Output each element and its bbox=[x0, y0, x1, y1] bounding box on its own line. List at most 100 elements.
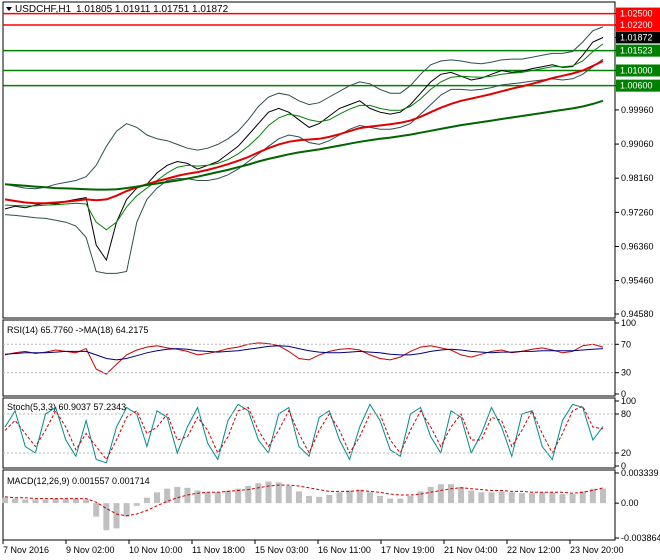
y-tick-label: 100 bbox=[621, 396, 636, 406]
stoch-series bbox=[3, 403, 615, 464]
price-label-text: 1.02200 bbox=[620, 20, 653, 30]
triangle-down-icon[interactable] bbox=[6, 7, 12, 11]
macd-bar bbox=[245, 485, 252, 504]
y-tick-label: 0.00 bbox=[621, 498, 639, 508]
macd-bar bbox=[336, 492, 343, 504]
macd-bar bbox=[417, 491, 424, 504]
rsi-title: RSI(14) 65.7760 ->MA(18) 64.2175 bbox=[7, 325, 148, 335]
time-x-axis: 7 Nov 2016 9 Nov 02:00 10 Nov 10:00 11 Nov … bbox=[2, 540, 624, 555]
price-label-bg bbox=[616, 7, 660, 20]
price-label-text: 1.02500 bbox=[620, 9, 653, 19]
macd-bar bbox=[579, 491, 586, 504]
y-tick-label: 80 bbox=[621, 409, 631, 419]
macd-bar bbox=[83, 499, 90, 504]
rsi-y-axis: 100 70 30 0 bbox=[615, 318, 636, 399]
macd-bar bbox=[346, 490, 353, 504]
macd-bar bbox=[397, 498, 404, 504]
macd-bar bbox=[529, 493, 536, 504]
y-tick-label: 0.99060 bbox=[621, 139, 654, 149]
price-label-bg bbox=[616, 31, 660, 44]
x-tick-label: 16 Nov 11:00 bbox=[318, 545, 371, 555]
stoch-panel-frame bbox=[2, 397, 616, 469]
macd-bar bbox=[508, 492, 515, 504]
y-tick-label: 100 bbox=[621, 318, 636, 328]
macd-bar bbox=[194, 490, 201, 504]
macd-bar bbox=[366, 492, 373, 504]
chart-header: USDCHF,H1 1.01805 1.01911 1.01751 1.0187… bbox=[6, 4, 229, 15]
series-line-ma-red bbox=[4, 60, 604, 205]
macd-panel[interactable]: 0.003339 0.00 -0.003864 MACD(12,26,9) 0.00… bbox=[2, 468, 660, 543]
macd-bar bbox=[265, 481, 272, 504]
macd-bar bbox=[2, 497, 8, 504]
macd-bar bbox=[204, 492, 211, 504]
y-tick-label: 0.97260 bbox=[621, 207, 654, 217]
macd-histogram bbox=[2, 481, 606, 531]
series-line-close bbox=[4, 37, 604, 262]
y-tick-label: 0.96360 bbox=[621, 241, 654, 251]
series-line-bollinger-upper-20 bbox=[4, 26, 604, 190]
macd-bar bbox=[12, 498, 19, 504]
macd-bar bbox=[32, 499, 39, 504]
macd-bar bbox=[42, 499, 49, 504]
macd-bar bbox=[306, 495, 313, 504]
x-tick-label: 7 Nov 2016 bbox=[3, 545, 49, 555]
stoch-panel[interactable]: 100 80 20 0 Stoch(5,3,3) 60.9037 57.2343 bbox=[2, 396, 636, 471]
price-label-text: 1.01523 bbox=[620, 46, 653, 56]
macd-bar bbox=[113, 503, 120, 529]
series-line-signal bbox=[4, 484, 604, 517]
macd-bar bbox=[437, 484, 444, 504]
macd-bar bbox=[488, 492, 495, 504]
x-tick-label: 22 Nov 12:00 bbox=[507, 545, 561, 555]
macd-bar bbox=[387, 498, 394, 504]
symbol-label: USDCHF,H1 bbox=[15, 4, 72, 15]
macd-bar bbox=[235, 488, 242, 504]
macd-title: MACD(12,26,9) 0.001557 0.001714 bbox=[7, 476, 150, 486]
macd-bar bbox=[559, 494, 566, 504]
y-tick-label: -0.003864 bbox=[621, 533, 660, 543]
y-tick-label: 0.94580 bbox=[621, 309, 654, 319]
x-tick-label: 9 Nov 02:00 bbox=[66, 545, 115, 555]
macd-bar bbox=[285, 485, 292, 504]
y-tick-label: 0.98160 bbox=[621, 173, 654, 183]
series-line-ma-slow bbox=[4, 99, 604, 191]
price-panel-frame bbox=[2, 1, 616, 319]
macd-bar bbox=[326, 495, 333, 504]
macd-bar bbox=[62, 498, 69, 504]
rsi-panel-frame bbox=[2, 319, 616, 397]
x-tick-label: 11 Nov 18:00 bbox=[192, 545, 245, 555]
y-tick-label: 0.99960 bbox=[621, 105, 654, 115]
ohlc-values: 1.01805 1.01911 1.01751 1.01872 bbox=[76, 4, 229, 15]
macd-bar bbox=[295, 491, 302, 504]
macd-bar bbox=[549, 492, 556, 504]
price-label-text: 1.00600 bbox=[620, 81, 653, 91]
macd-bar bbox=[600, 488, 606, 504]
macd-bar bbox=[569, 494, 576, 504]
series-line-signal bbox=[4, 405, 604, 461]
x-tick-label: 21 Nov 04:00 bbox=[444, 545, 498, 555]
y-tick-label: 0 bbox=[621, 461, 626, 471]
macd-bar bbox=[123, 503, 130, 517]
macd-bar bbox=[407, 495, 414, 504]
macd-bar bbox=[224, 490, 231, 504]
price-series bbox=[4, 26, 604, 274]
rsi-panel[interactable]: 100 70 30 0 RSI(14) 65.7760 ->MA(18) 64.217… bbox=[2, 318, 636, 399]
series-line-ma-fast bbox=[4, 43, 604, 231]
macd-bar bbox=[539, 492, 546, 504]
macd-bar bbox=[93, 503, 100, 517]
x-tick-label: 17 Nov 19:00 bbox=[381, 545, 435, 555]
x-tick-label: 10 Nov 10:00 bbox=[129, 545, 183, 555]
macd-panel-frame bbox=[2, 469, 616, 541]
macd-bar bbox=[52, 498, 59, 504]
macd-bar bbox=[447, 484, 454, 504]
macd-bar bbox=[478, 492, 485, 504]
y-tick-label: 0 bbox=[621, 389, 626, 399]
macd-signal bbox=[4, 484, 604, 517]
macd-bar bbox=[356, 489, 363, 504]
macd-bar bbox=[316, 496, 323, 504]
macd-bar bbox=[589, 488, 596, 504]
macd-bar bbox=[468, 490, 475, 504]
macd-bar bbox=[72, 498, 79, 504]
